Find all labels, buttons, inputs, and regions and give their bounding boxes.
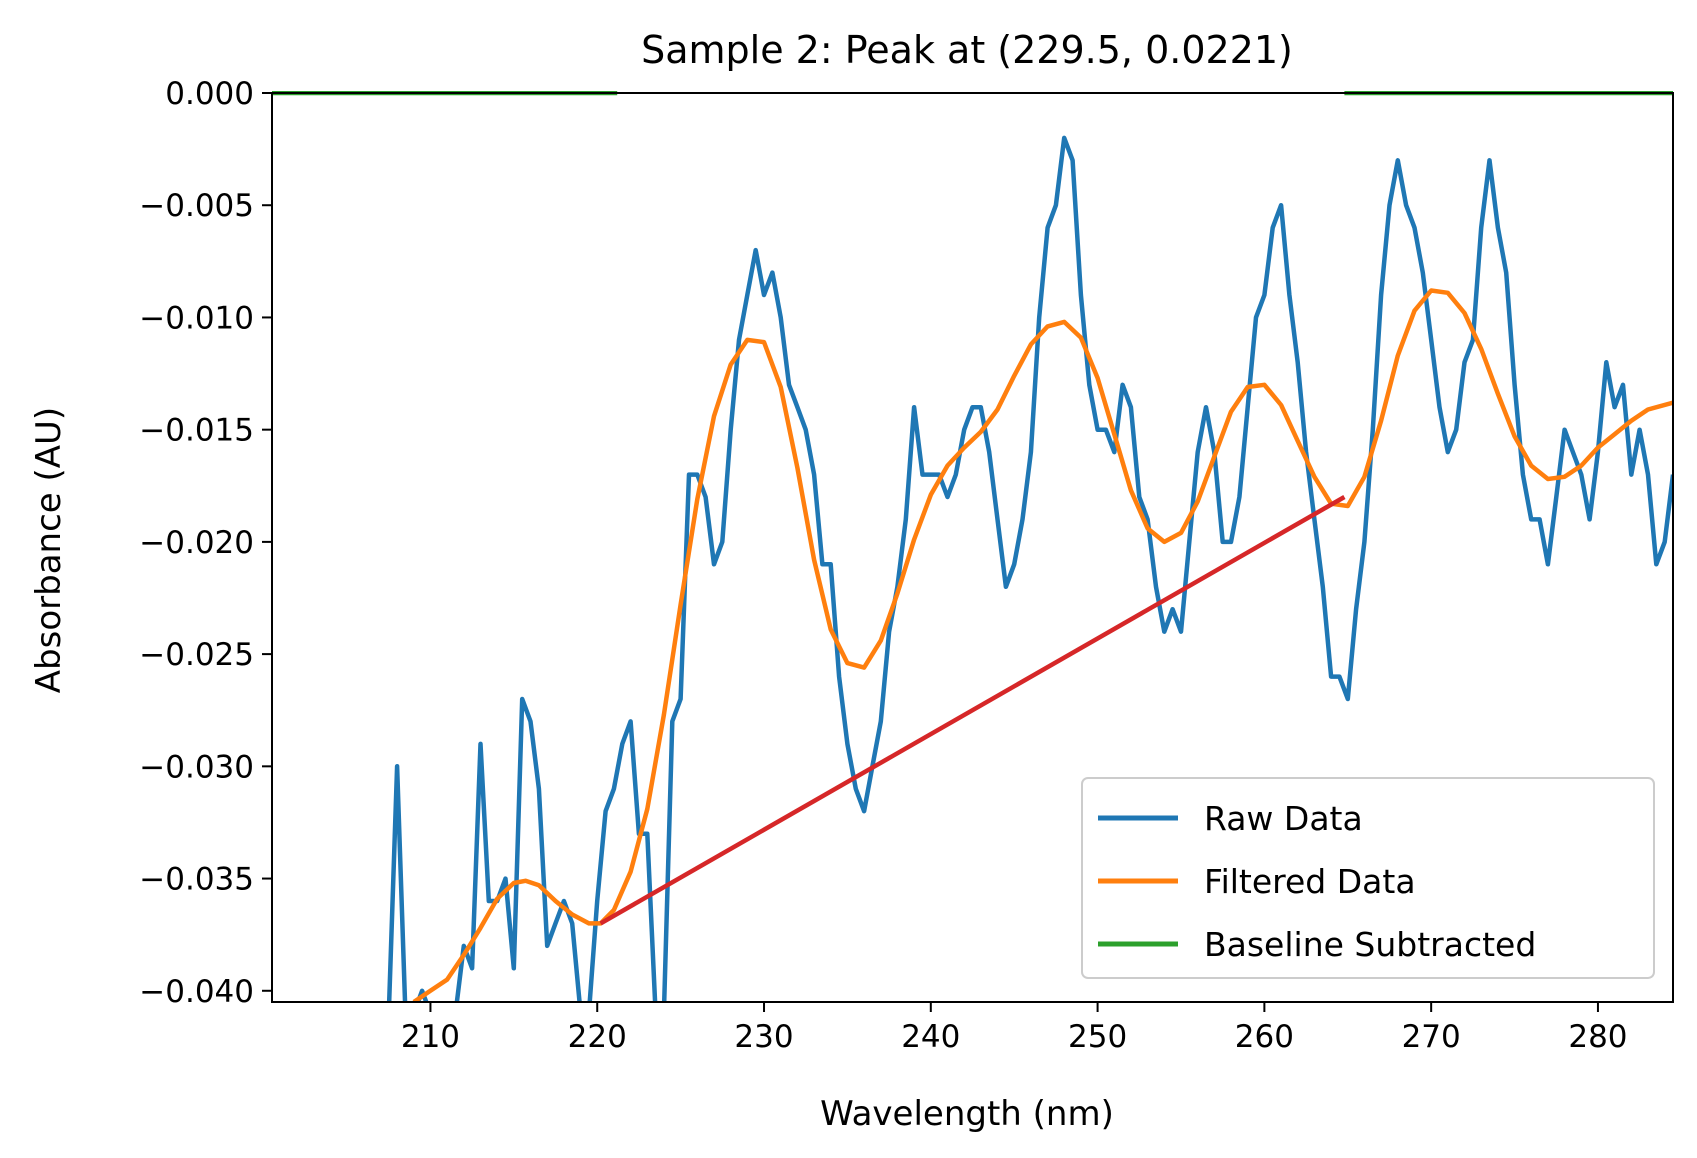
y-axis-label: Absorbance (AU): [29, 407, 69, 693]
y-axis: 0.000 −0.005 −0.010 −0.015 −0.020 −0.025 −0.03…: [139, 76, 272, 1010]
legend: Raw Data Filtered Data Baseline Subtracted: [1081, 777, 1655, 979]
axes-frame: [271, 92, 1674, 1003]
y-tick-label: −0.030: [139, 749, 254, 785]
y-tick-label: −0.025: [139, 637, 254, 673]
x-tick-label: 220: [568, 1019, 627, 1055]
filtered-data-line: [412, 288, 1673, 1002]
x-tick-label: 250: [1068, 1019, 1127, 1055]
legend-box: [1081, 777, 1655, 979]
x-tick-label: 280: [1568, 1019, 1627, 1055]
y-tick-label: −0.035: [139, 862, 254, 898]
y-tick-label: −0.010: [139, 300, 254, 336]
y-tick-label: −0.015: [139, 413, 254, 449]
x-axis-label: Wavelength (nm): [820, 1094, 1114, 1134]
y-tick-label: −0.020: [139, 525, 254, 561]
raw-data-line: [386, 135, 1673, 1002]
legend-label: Raw Data: [1204, 799, 1363, 838]
y-tick-label: 0.000: [165, 76, 254, 112]
chart-title: Sample 2: Peak at (229.5, 0.0221): [641, 28, 1293, 72]
legend-label: Baseline Subtracted: [1204, 925, 1536, 964]
baseline-fit-line: [599, 495, 1346, 926]
x-tick-label: 240: [901, 1019, 960, 1055]
y-tick-label: −0.005: [139, 188, 254, 224]
y-tick-label: −0.040: [139, 974, 254, 1010]
legend-label: Filtered Data: [1204, 862, 1416, 901]
x-tick-label: 210: [401, 1019, 460, 1055]
x-tick-label: 230: [734, 1019, 793, 1055]
x-axis: 210 220 230 240 250 260 270 280: [401, 1002, 1628, 1055]
x-tick-label: 260: [1235, 1019, 1294, 1055]
x-tick-label: 270: [1402, 1019, 1461, 1055]
